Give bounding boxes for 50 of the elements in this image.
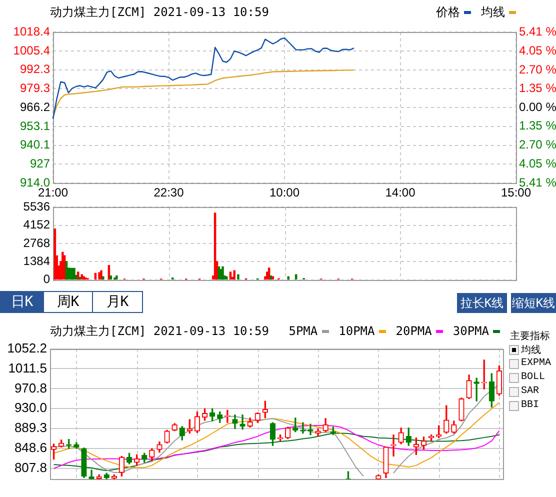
y2-tick-label: 4.05 % [519, 43, 556, 58]
y-tick-label: 940.1 [20, 138, 50, 152]
y2-tick-label: 5.41 % [519, 24, 556, 39]
legend-label: 10PMA [338, 324, 375, 338]
legend-label: 均线 [481, 4, 505, 20]
y-tick-label: 848.6 [14, 440, 47, 456]
x-tick-label: 10:00 [269, 186, 300, 200]
y-tick-label: 889.3 [14, 420, 47, 436]
x-tick-label: 22:30 [154, 186, 184, 200]
text: 主要指标 [510, 330, 550, 343]
y2-tick-label: 1.35 % [519, 118, 556, 133]
text: SAR [521, 386, 540, 397]
chart-title: 动力煤主力[ZCM] 2021-09-13 10:59 [50, 4, 269, 20]
text: 日K [0, 291, 44, 313]
y-tick-label: 930.0 [14, 400, 47, 416]
y2-tick-label: 1.35 % [519, 81, 556, 96]
y2-tick-label: 2.70 % [519, 62, 556, 76]
y-tick-label: 1011.5 [8, 360, 47, 376]
text: 周K [43, 291, 93, 313]
y-tick-label: 2768 [23, 236, 50, 250]
text: 缩短K线 [511, 293, 556, 313]
y-tick-label: 807.8 [14, 460, 47, 476]
y-tick-label: 970.8 [14, 380, 47, 396]
text: 拉长K线 [457, 293, 507, 313]
text: BBI [521, 400, 540, 411]
legend-label: 价格 [436, 4, 460, 20]
y-tick-label: 953.1 [20, 118, 50, 133]
y-tick-label: 1052.2 [7, 340, 47, 356]
legend-label: 30PMA [452, 324, 489, 338]
text: 月K [92, 291, 143, 313]
y-tick-label: 0 [43, 272, 50, 286]
y-tick-label: 1018.4 [13, 24, 50, 39]
legend-label: 5PMA [288, 324, 318, 338]
y-tick-label: 4152 [23, 218, 50, 232]
y2-tick-label: 0.00 % [519, 100, 556, 114]
y2-tick-label: 4.05 % [519, 156, 556, 170]
y-tick-label: 5536 [23, 200, 50, 214]
y-tick-label: 966.2 [20, 100, 50, 114]
x-tick-label: 14:00 [385, 186, 416, 200]
text: 均线 [521, 344, 541, 356]
y-tick-label: 992.3 [20, 62, 50, 76]
y-tick-label: 979.3 [20, 80, 50, 95]
y-tick-label: 1005.4 [13, 43, 50, 58]
y2-tick-label: 2.70 % [519, 138, 556, 152]
chart-title: 动力煤主力[ZCM] 2021-09-13 10:59 [50, 322, 269, 340]
text: BOLL [521, 372, 546, 383]
y-tick-label: 1384 [23, 254, 50, 268]
y-tick-label: 927 [30, 156, 50, 171]
text: EXPMA [521, 358, 552, 369]
legend-label: 20PMA [396, 324, 432, 338]
